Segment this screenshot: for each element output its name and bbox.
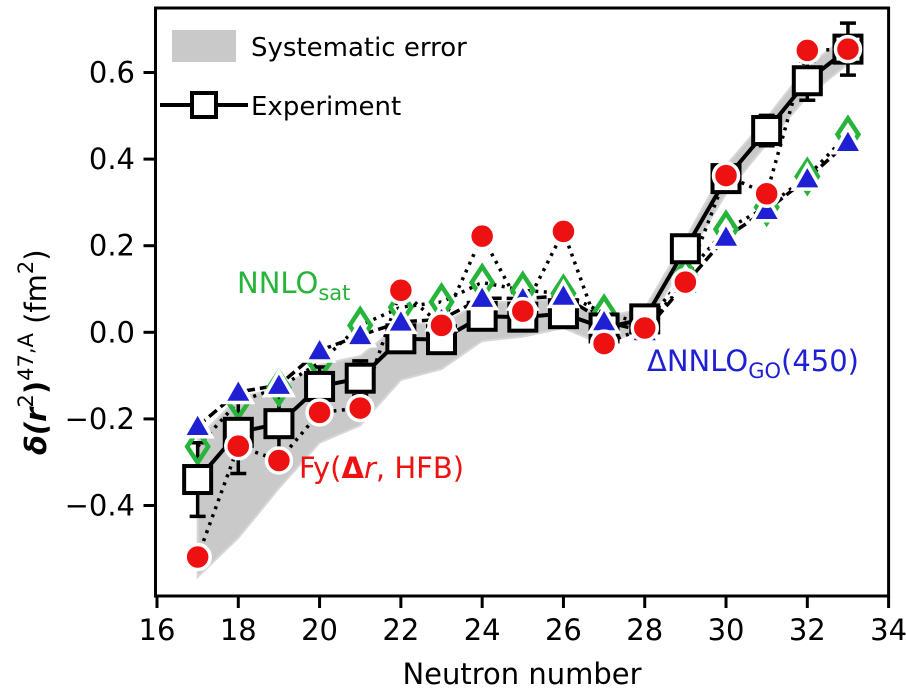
svg-text:Fy(Δr, HFB): Fy(Δr, HFB) bbox=[299, 451, 464, 485]
fy-marker bbox=[264, 446, 294, 475]
nnlo-sat-line bbox=[196, 133, 850, 448]
experiment-marker bbox=[669, 233, 701, 265]
x-tick-label: 16 bbox=[139, 613, 176, 647]
fy-marker bbox=[467, 221, 497, 251]
y-tick-label: 0.6 bbox=[89, 56, 135, 90]
y-tick-label: 0.0 bbox=[89, 315, 135, 349]
fy-marker bbox=[183, 542, 212, 572]
x-tick-label: 34 bbox=[870, 613, 906, 647]
experiment-marker bbox=[304, 370, 336, 402]
legend-systematic-label: Systematic error bbox=[251, 33, 467, 63]
dnnlo-go-marker bbox=[302, 332, 337, 363]
fy-marker bbox=[711, 161, 741, 190]
experiment-marker bbox=[344, 362, 376, 394]
fy-marker bbox=[630, 313, 659, 343]
dnnlo-go-marker bbox=[546, 278, 581, 309]
fy-marker bbox=[305, 398, 334, 427]
y-tick-label: 0.2 bbox=[89, 229, 135, 263]
experiment-marker bbox=[751, 115, 783, 147]
dnnlo-go-marker bbox=[343, 317, 378, 348]
fy-marker bbox=[752, 179, 781, 209]
dnnlo-go-marker bbox=[709, 219, 744, 250]
series-line bbox=[196, 133, 850, 448]
nnlo-sat-marker bbox=[184, 426, 211, 467]
experiment-marker bbox=[791, 65, 823, 97]
fy-marker bbox=[549, 217, 578, 246]
legend: Systematic error Experiment bbox=[160, 30, 467, 122]
dnnlo-go-marker bbox=[261, 367, 296, 398]
x-tick-label: 18 bbox=[220, 613, 257, 647]
y-tick-labels: 0.6 0.4 0.2 0.0 −0.2 −0.4 bbox=[65, 56, 135, 523]
x-tick-label: 20 bbox=[301, 613, 338, 647]
x-tick-label: 32 bbox=[789, 613, 826, 647]
y-tick-label: −0.2 bbox=[65, 402, 135, 436]
svg-text:ΔNNLOGO(450): ΔNNLOGO(450) bbox=[647, 344, 859, 383]
series-label-fy: Fy(Δr, HFB) bbox=[299, 451, 464, 485]
y-tick-label: 0.4 bbox=[89, 142, 135, 176]
dnnlo-go-marker bbox=[383, 304, 418, 335]
plot-frame bbox=[154, 6, 891, 598]
fy-marker bbox=[833, 34, 863, 64]
legend-experiment-marker bbox=[190, 91, 218, 119]
x-tick-label: 30 bbox=[708, 613, 745, 647]
dnnlo-go-marker bbox=[749, 192, 784, 223]
legend-experiment-label: Experiment bbox=[251, 92, 401, 122]
fy-marker bbox=[345, 393, 375, 423]
x-tick-labels: 16 18 20 22 24 26 28 30 32 34 bbox=[139, 613, 906, 647]
fy-markers bbox=[183, 34, 863, 572]
fy-marker bbox=[427, 311, 456, 340]
svg-text:NNLOsat: NNLOsat bbox=[237, 266, 350, 305]
dnnlo-go-marker bbox=[465, 280, 500, 311]
x-tick-label: 24 bbox=[464, 613, 501, 647]
experiment-marker bbox=[182, 464, 214, 496]
fy-marker bbox=[508, 296, 538, 326]
dnnlo-go-marker bbox=[790, 161, 825, 191]
dnnlo-go-marker bbox=[221, 374, 256, 405]
fy-marker bbox=[589, 329, 619, 358]
x-tick-label: 28 bbox=[626, 613, 663, 647]
y-tick-label: −0.4 bbox=[65, 489, 135, 523]
experiment-marker bbox=[263, 408, 295, 440]
dnnlo-go-marker bbox=[830, 124, 865, 155]
x-tick-label: 26 bbox=[545, 613, 582, 647]
series-label-dnnlo-go: ΔNNLOGO(450) bbox=[647, 344, 859, 383]
dnnlo-go-marker bbox=[180, 408, 215, 439]
fy-marker bbox=[793, 36, 822, 65]
fy-marker bbox=[224, 431, 253, 461]
x-axis-title: Neutron number bbox=[402, 657, 641, 691]
fy-marker bbox=[386, 276, 416, 305]
legend-systematic-swatch bbox=[172, 30, 236, 62]
axes-frame bbox=[143, 6, 891, 608]
y-axis-title: δ(r2)47,A (fm2) bbox=[14, 249, 53, 455]
svg-text:δ(r2)47,A (fm2): δ(r2)47,A (fm2) bbox=[14, 249, 53, 455]
x-tick-label: 22 bbox=[382, 613, 419, 647]
nnlo-sat-marker bbox=[794, 156, 821, 197]
fy-marker bbox=[671, 267, 700, 297]
series-label-nnlo-sat: NNLOsat bbox=[237, 266, 350, 305]
